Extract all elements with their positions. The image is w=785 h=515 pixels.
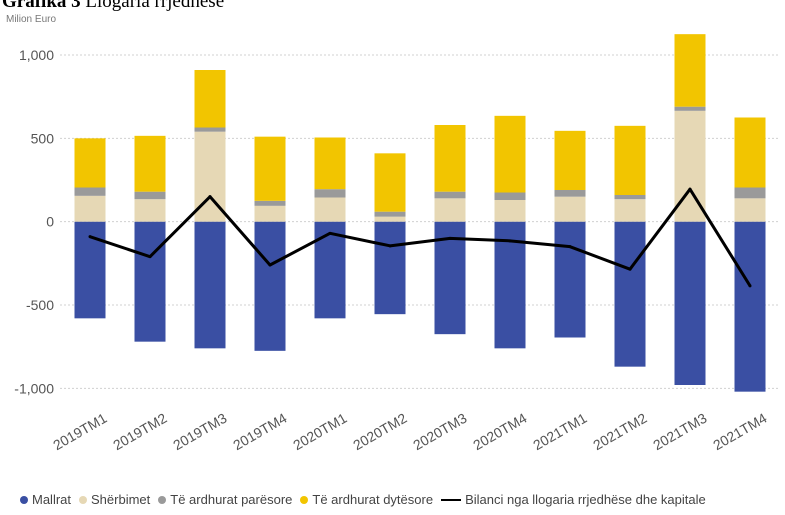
bar-segment (434, 198, 466, 222)
legend-label: Mallrat (32, 492, 72, 507)
legend: Mallrat Shërbimet Të ardhurat parësore Të a… (20, 492, 706, 507)
balance-point (748, 284, 752, 288)
bar-segment (314, 137, 346, 190)
x-tick-label: 2019TM4 (230, 410, 289, 454)
bar-segment (494, 200, 526, 222)
bar-segment (614, 199, 646, 222)
legend-item: Të ardhurat parësore (158, 492, 292, 507)
y-tick-label: 1,000 (19, 47, 54, 63)
x-tick-label: 2019TM2 (110, 410, 169, 454)
legend-item: Të ardhurat dytësore (300, 492, 433, 507)
bar-segment (314, 189, 346, 198)
title-prefix: Grafika 3 (2, 0, 81, 12)
x-tick-label: 2020TM1 (290, 410, 349, 454)
bar-segment (554, 196, 586, 222)
x-tick-label: 2021TM3 (650, 410, 709, 454)
legend-item: Shërbimet (79, 492, 150, 507)
balance-point (508, 239, 512, 243)
unit-label: Milion Euro (6, 14, 57, 25)
bar-segment (194, 221, 226, 349)
bar-segment (674, 34, 706, 107)
y-tick-label: 500 (31, 130, 55, 146)
bar-segment (374, 216, 406, 222)
bar-segment (374, 221, 406, 315)
bar-segment (314, 197, 346, 222)
bar-segment (734, 117, 766, 188)
x-tick-label: 2021TM1 (530, 410, 589, 454)
legend-label: Shërbimet (91, 492, 151, 507)
bar-segment (254, 221, 286, 351)
bar-segment (614, 221, 646, 367)
legend-dot-marker (79, 495, 88, 504)
bar-segment (134, 135, 166, 192)
balance-point (688, 187, 692, 191)
y-tick-label: -500 (26, 297, 54, 313)
bar-segment (74, 187, 106, 196)
bar-segment (254, 205, 286, 222)
bar-segment (494, 115, 526, 193)
bar-segment (614, 195, 646, 200)
bar-segment (194, 70, 226, 128)
legend-dot-marker (20, 495, 28, 504)
bar-segment (494, 192, 526, 200)
balance-line (89, 187, 752, 287)
legend-line-marker (441, 498, 462, 501)
bar-segment (734, 198, 766, 222)
chart-title: Grafika 3 Llogaria rrjedhëse (2, 0, 224, 13)
balance-point (148, 255, 152, 259)
bar-segment (674, 221, 706, 385)
legend-label: Bilanci nga llogaria rrjedhëse dhe kapit… (465, 492, 706, 507)
balance-point (568, 245, 572, 249)
bar-segment (254, 136, 286, 201)
bar-segment (134, 191, 166, 200)
legend-item: Bilanci nga llogaria rrjedhëse dhe kapit… (441, 492, 706, 507)
y-tick-label: 0 (46, 214, 54, 230)
x-tick-label: 2020TM4 (470, 410, 529, 454)
bar-segment (554, 130, 586, 190)
bar-segment (134, 221, 166, 342)
x-tick-label: 2020TM3 (410, 410, 469, 454)
bar-segment (734, 221, 766, 392)
x-tick-label: 2019TM1 (50, 410, 109, 454)
bar-segment (134, 199, 166, 222)
y-tick-label: -1,000 (14, 380, 54, 396)
bar-segment (734, 187, 766, 199)
x-tick-label: 2021TM4 (710, 410, 769, 454)
legend-item: Mallrat (20, 492, 71, 507)
bar-segment (674, 106, 706, 111)
bar-segment (434, 191, 466, 199)
balance-point (268, 263, 272, 267)
bar-segment (74, 138, 106, 188)
bar-segment (434, 125, 466, 192)
legend-dot-marker (158, 495, 167, 504)
bar-segment (554, 221, 586, 338)
legend-label: Të ardhurat dytësore (312, 492, 434, 507)
bar-segment (614, 125, 646, 195)
balance-point (208, 195, 212, 199)
bar-segment (374, 211, 406, 217)
legend-dot-marker (300, 495, 309, 504)
chart: 1,000 500 0 -500 -1,000 2019TM1 2019TM2 2019TM3… (14, 34, 780, 454)
x-tick-label: 2019TM3 (170, 410, 229, 454)
x-tick-label: 2021TM2 (590, 410, 649, 454)
legend-label: Të ardhurat parësore (170, 492, 293, 507)
balance-point (328, 231, 332, 235)
bar-segment (254, 200, 286, 206)
bar-segment (74, 195, 106, 222)
title-text: Llogaria rrjedhëse (85, 0, 225, 12)
bar-segment (554, 190, 586, 197)
x-tick-label: 2020TM2 (350, 410, 409, 454)
bar-segment (194, 127, 226, 132)
balance-point (628, 267, 632, 271)
bar-segment (374, 153, 406, 212)
balance-point (388, 244, 392, 248)
balance-point (448, 236, 452, 240)
balance-point (88, 235, 92, 239)
